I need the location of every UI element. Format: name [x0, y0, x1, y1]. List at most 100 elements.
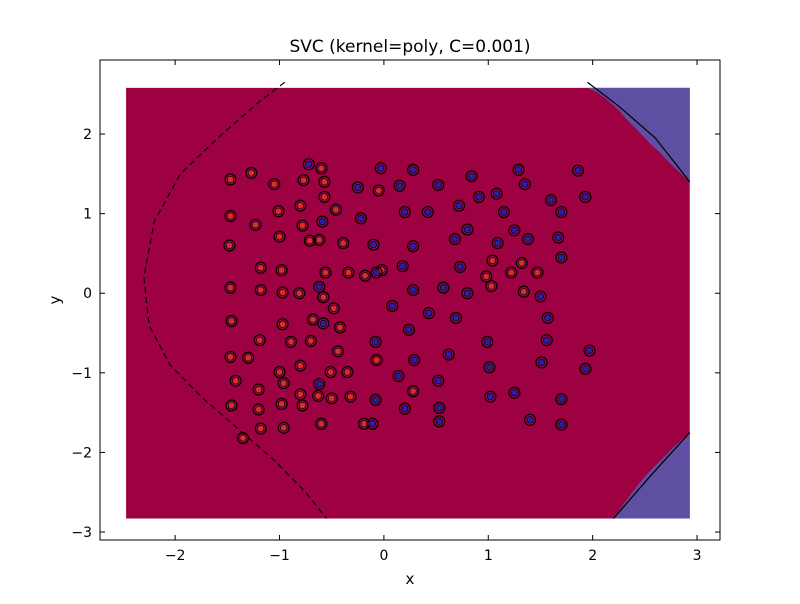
data-point-class_0-26 — [277, 377, 290, 390]
data-point-class_0-65 — [515, 256, 528, 270]
data-point-class_1-14 — [392, 369, 405, 383]
data-point-class_0-7 — [254, 283, 267, 297]
data-point-class_1-26 — [432, 178, 445, 192]
data-point-class_1-63 — [579, 190, 592, 204]
decision-boundary-layer — [143, 81, 691, 519]
data-point-class_1-19 — [402, 323, 416, 336]
data-point-class_0-53 — [342, 266, 355, 279]
data-point-class_1-8 — [370, 266, 383, 279]
data-point-class_0-31 — [297, 174, 310, 187]
x-tick-label: 2 — [588, 548, 597, 564]
data-point-class_0-34 — [318, 190, 331, 204]
data-point-class_0-37 — [303, 234, 316, 247]
data-point-class_1-52 — [534, 290, 547, 303]
data-point-class_0-43 — [304, 334, 317, 348]
data-point-class_1-21 — [407, 163, 420, 176]
data-point-class_1-37 — [461, 287, 474, 300]
data-point-class_0-2 — [224, 209, 237, 223]
data-point-class_1-29 — [433, 415, 446, 428]
data-point-class_1-45 — [497, 205, 511, 219]
data-point-class_1-10 — [369, 393, 382, 407]
data-point-class_0-59 — [370, 353, 383, 367]
data-point-class_0-5 — [254, 261, 267, 274]
data-point-class_1-42 — [484, 390, 497, 403]
data-point-class_1-62 — [571, 164, 585, 177]
data-point-class_1-50 — [521, 233, 535, 246]
data-point-class_0-68 — [517, 285, 530, 298]
data-point-class_0-67 — [531, 266, 544, 279]
data-point-class_0-13 — [252, 383, 265, 396]
data-point-class_0-35 — [296, 219, 309, 232]
data-point-class_1-39 — [472, 190, 485, 204]
data-point-class_1-4 — [313, 377, 326, 391]
data-point-class_1-15 — [393, 179, 406, 192]
data-point-class_0-11 — [242, 351, 255, 364]
data-point-class_1-38 — [465, 170, 478, 183]
data-point-class_1-32 — [448, 233, 461, 246]
data-point-class_0-55 — [344, 390, 357, 403]
data-point-class_0-42 — [333, 321, 347, 334]
data-point-class_0-33 — [294, 199, 307, 212]
y-tick-label: −2 — [71, 445, 92, 461]
y-tick-label: −3 — [71, 525, 92, 541]
data-point-class_1-23 — [407, 283, 420, 297]
region-class-1-top — [587, 87, 690, 182]
data-point-class_1-27 — [432, 374, 445, 387]
data-point-class_0-22 — [293, 287, 306, 300]
chart-title: SVC (kernel=poly, C=0.001) — [289, 37, 530, 57]
data-point-class_1-49 — [518, 178, 531, 191]
data-point-class_1-46 — [508, 386, 521, 399]
data-point-class_0-45 — [294, 359, 307, 372]
data-point-class_0-21 — [276, 286, 289, 299]
data-point-class_1-16 — [396, 260, 409, 273]
data-point-class_0-1 — [245, 166, 258, 180]
data-point-class_1-33 — [449, 311, 463, 325]
data-point-class_0-56 — [359, 269, 372, 282]
data-point-class_1-40 — [481, 335, 494, 348]
data-point-class_1-47 — [508, 224, 521, 237]
data-point-class_1-5 — [351, 181, 364, 194]
data-point-class_0-12 — [229, 374, 242, 387]
x-tick-label: −1 — [269, 548, 290, 564]
data-point-class_0-61 — [407, 385, 420, 398]
data-point-class_1-22 — [408, 353, 421, 367]
y-axis-label: y — [46, 295, 64, 304]
data-point-class_1-44 — [491, 236, 504, 250]
data-point-class_0-27 — [275, 397, 288, 410]
data-point-class_0-47 — [312, 389, 325, 403]
data-point-class_1-61 — [555, 418, 568, 431]
data-point-class_1-3 — [317, 317, 330, 330]
data-point-class_0-6 — [224, 281, 237, 294]
data-point-class_0-3 — [249, 218, 262, 231]
data-point-class_1-56 — [544, 193, 558, 207]
data-point-class_0-44 — [331, 345, 345, 358]
data-point-class_1-17 — [398, 205, 411, 219]
data-point-class_1-6 — [354, 212, 368, 225]
data-point-class_0-38 — [319, 266, 332, 279]
data-point-class_0-66 — [505, 266, 518, 279]
data-point-class_1-54 — [540, 334, 553, 347]
data-point-class_1-9 — [369, 335, 382, 348]
scatter-points-layer — [223, 158, 596, 445]
data-point-class_1-36 — [461, 223, 474, 236]
data-point-class_1-0 — [302, 158, 315, 171]
region-class-0 — [126, 87, 690, 519]
data-point-class_0-15 — [252, 403, 265, 416]
data-point-class_1-51 — [523, 413, 537, 426]
data-point-class_0-9 — [253, 334, 266, 347]
data-point-class_0-40 — [327, 302, 340, 315]
decision-region-layer — [126, 87, 690, 519]
data-point-class_1-60 — [555, 393, 568, 406]
data-point-class_1-59 — [555, 251, 568, 264]
data-point-class_0-18 — [272, 205, 285, 218]
data-point-class_1-11 — [366, 417, 379, 430]
data-point-class_1-41 — [483, 361, 496, 374]
data-point-class_1-13 — [386, 299, 399, 313]
data-point-class_0-50 — [315, 417, 328, 430]
data-point-class_1-30 — [437, 281, 450, 294]
data-point-class_1-58 — [555, 205, 568, 219]
data-point-class_0-62 — [480, 270, 493, 283]
data-point-class_1-12 — [374, 162, 387, 175]
x-axis-label: x — [406, 570, 415, 588]
